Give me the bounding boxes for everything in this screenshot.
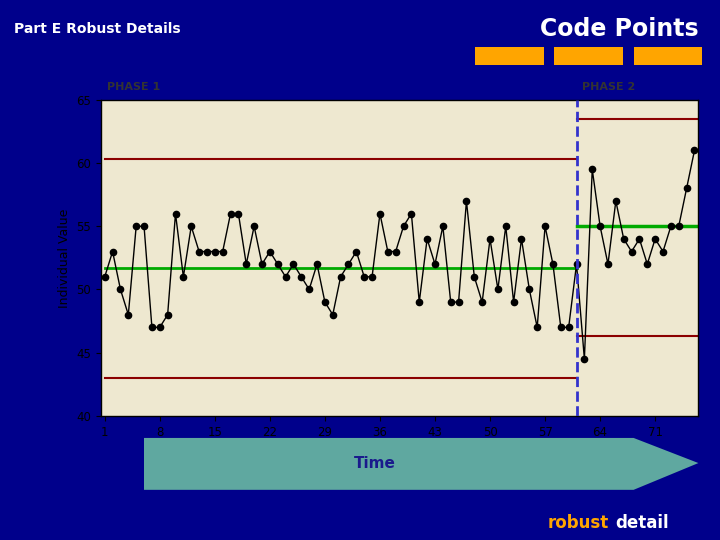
Text: detail: detail xyxy=(616,514,669,532)
Text: robust: robust xyxy=(547,514,608,532)
Bar xyxy=(634,46,702,65)
Bar xyxy=(554,46,623,65)
Polygon shape xyxy=(144,438,698,490)
Text: Part E Robust Details: Part E Robust Details xyxy=(14,22,181,36)
Text: PHASE 2: PHASE 2 xyxy=(582,83,636,92)
Y-axis label: Individual Value: Individual Value xyxy=(58,208,71,308)
Bar xyxy=(475,46,544,65)
Text: Robust Detail - Performance by Phase: Robust Detail - Performance by Phase xyxy=(222,71,577,89)
Text: Time: Time xyxy=(354,456,395,470)
Text: PHASE 1: PHASE 1 xyxy=(107,83,160,92)
Text: Code Points: Code Points xyxy=(540,17,698,41)
